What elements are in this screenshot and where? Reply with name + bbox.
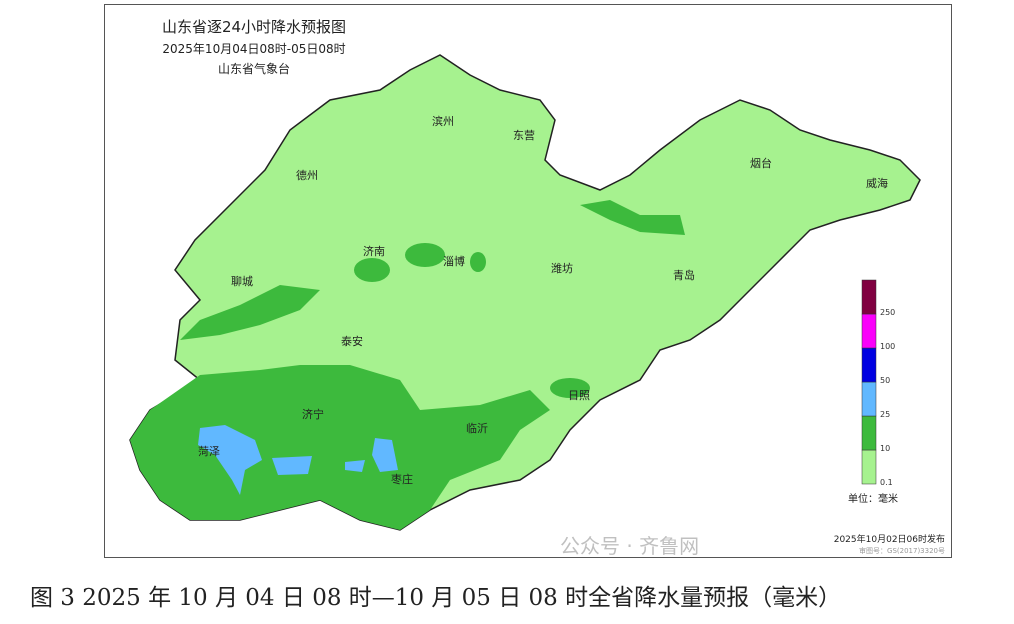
rain-25-50-areas <box>198 425 398 495</box>
city-label: 烟台 <box>750 157 772 170</box>
figure-caption: 图 3 2025 年 10 月 04 日 08 时—10 月 05 日 08 时… <box>30 585 842 611</box>
map-subtitle: 2025年10月04日08时-05日08时 <box>162 42 346 56</box>
legend-unit: 单位：毫米 <box>848 494 898 505</box>
city-label: 济南 <box>363 245 385 258</box>
legend-swatch <box>861 381 877 417</box>
city-label: 潍坊 <box>551 262 573 275</box>
city-label: 临沂 <box>466 422 488 435</box>
watermark: 公众号 · 齐鲁网 <box>560 534 700 558</box>
map-title: 山东省逐24小时降水预报图 <box>161 18 347 36</box>
legend-swatch <box>861 449 877 485</box>
city-label: 威海 <box>866 177 888 190</box>
legend-label: 0.1 <box>880 478 893 487</box>
legend-label: 10 <box>880 444 891 453</box>
city-label: 枣庄 <box>391 473 413 486</box>
city-label: 淄博 <box>443 255 465 268</box>
city-label: 济宁 <box>302 408 324 421</box>
legend-swatch <box>861 347 877 383</box>
legend-swatch <box>861 279 877 315</box>
city-label: 日照 <box>568 389 590 402</box>
issued-time: 2025年10月02日06时发布 <box>833 535 945 545</box>
city-label: 青岛 <box>673 269 695 282</box>
legend-label: 25 <box>880 410 891 419</box>
city-label: 东营 <box>513 129 535 142</box>
city-label: 泰安 <box>341 335 363 348</box>
legend-label: 100 <box>880 342 896 351</box>
legend-label: 250 <box>880 308 896 317</box>
city-label: 聊城 <box>231 275 253 288</box>
approval-number: 审图号：GS(2017)3320号 <box>859 547 945 555</box>
legend-swatch <box>861 415 877 451</box>
legend-label: 50 <box>880 376 891 385</box>
map-issuer: 山东省气象台 <box>217 62 290 76</box>
city-label: 德州 <box>296 169 318 182</box>
city-label: 菏泽 <box>198 445 220 458</box>
legend-swatch <box>861 313 877 349</box>
rain-10-25-areas <box>130 200 685 530</box>
city-label: 滨州 <box>432 115 454 128</box>
legend-colorbar <box>861 279 877 485</box>
